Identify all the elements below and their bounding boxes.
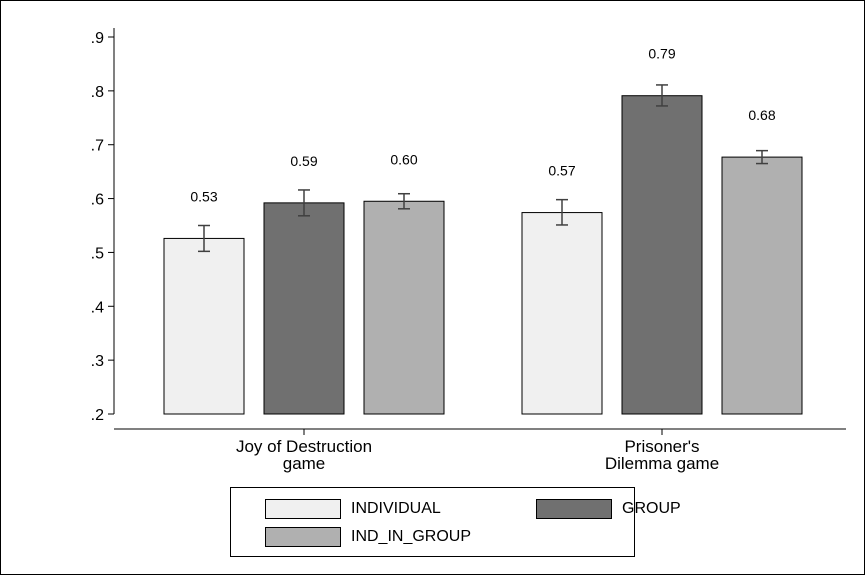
x-tick-label: Joy of Destruction [236, 437, 372, 456]
legend: INDIVIDUAL GROUP IND_IN_GROUP [230, 487, 681, 557]
bar-value-label: 0.60 [390, 151, 417, 167]
x-tick-label: Prisoner's [624, 437, 699, 456]
bar-value-label: 0.68 [748, 107, 775, 123]
bar [163, 237, 245, 415]
bar-value-label: 0.79 [648, 46, 675, 62]
y-tick-label: .2 [91, 407, 104, 424]
y-tick-label: .7 [91, 138, 104, 155]
legend-label-group: GROUP [622, 500, 681, 517]
legend-swatch-group [536, 499, 612, 519]
y-tick-label: .8 [91, 84, 104, 101]
y-tick-label: .9 [91, 30, 104, 47]
y-tick-label: .6 [91, 192, 104, 209]
bar-value-label: 0.57 [548, 163, 575, 179]
y-tick-label: .5 [91, 245, 104, 262]
bar [721, 156, 803, 415]
x-tick-label: Dilemma game [605, 454, 719, 473]
legend-item-individual: INDIVIDUAL [265, 498, 441, 520]
legend-label-ind-in-group: IND_IN_GROUP [351, 528, 472, 545]
bar-value-label: 0.59 [290, 153, 317, 169]
bar [621, 95, 703, 415]
x-tick-label: game [283, 454, 326, 473]
legend-item-ind-in-group: IND_IN_GROUP [265, 526, 471, 548]
y-tick-label: .4 [91, 299, 104, 316]
legend-label-individual: INDIVIDUAL [351, 500, 441, 517]
bar [263, 202, 345, 415]
legend-item-group: GROUP [536, 498, 681, 520]
y-tick-label: .3 [91, 353, 104, 370]
bar [521, 212, 603, 415]
bar [363, 200, 445, 415]
bar-value-label: 0.53 [190, 188, 217, 204]
legend-swatch-individual [265, 499, 341, 519]
legend-swatch-ind-in-group [265, 527, 341, 547]
